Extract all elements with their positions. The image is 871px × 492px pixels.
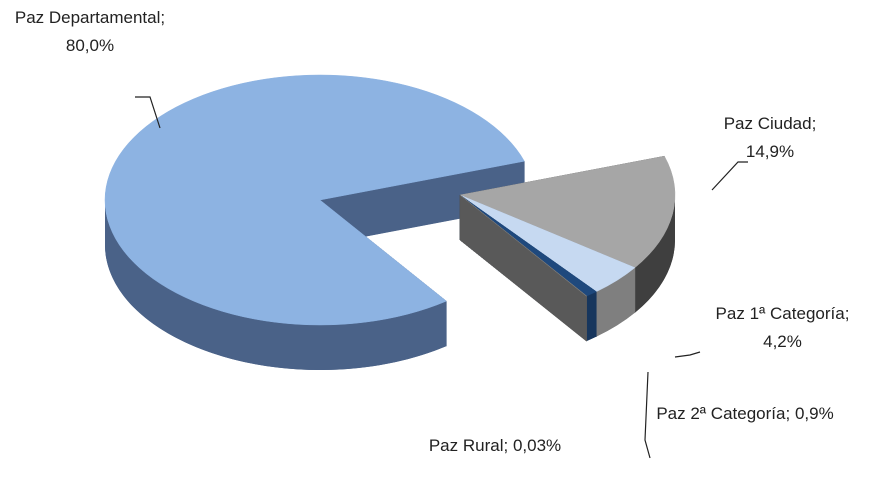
data-label: Paz Rural; 0,03% xyxy=(425,432,565,460)
leader-line xyxy=(674,351,701,358)
leader-line xyxy=(135,96,161,129)
category: Paz Rural xyxy=(428,436,504,455)
value-label: 4,2% xyxy=(763,332,802,351)
slice-top xyxy=(104,74,525,326)
leader-lines xyxy=(135,96,748,459)
separator: ; xyxy=(503,436,509,455)
slice-outer-wall xyxy=(105,200,447,371)
leader-line xyxy=(711,161,748,191)
category: Paz Departamental xyxy=(14,8,161,27)
slices xyxy=(104,74,676,371)
value-label: 0,9% xyxy=(794,404,834,423)
slice-top xyxy=(459,194,588,297)
leader-line xyxy=(644,371,651,459)
slice-outer-wall xyxy=(596,267,635,337)
category: Paz 2ª Categoría xyxy=(656,404,786,423)
data-label: Paz Ciudad; 14,9% xyxy=(715,110,825,166)
category: Paz 1ª Categoría xyxy=(715,304,845,323)
separator: ; xyxy=(844,304,850,323)
data-label: Paz Departamental; 80,0% xyxy=(10,4,170,60)
value-label: 14,9% xyxy=(745,142,795,161)
separator: ; xyxy=(160,8,166,27)
data-label: Paz 1ª Categoría; 4,2% xyxy=(700,300,865,356)
slice-top xyxy=(459,155,676,268)
separator: ; xyxy=(785,404,791,423)
value-label: 0,03% xyxy=(512,436,562,455)
value-label: 80,0% xyxy=(65,36,115,55)
data-label: Paz 2ª Categoría; 0,9% xyxy=(655,400,835,428)
category: Paz Ciudad xyxy=(723,114,812,133)
slice-outer-wall xyxy=(586,291,597,341)
slice-outer-wall xyxy=(634,195,675,313)
separator: ; xyxy=(811,114,817,133)
